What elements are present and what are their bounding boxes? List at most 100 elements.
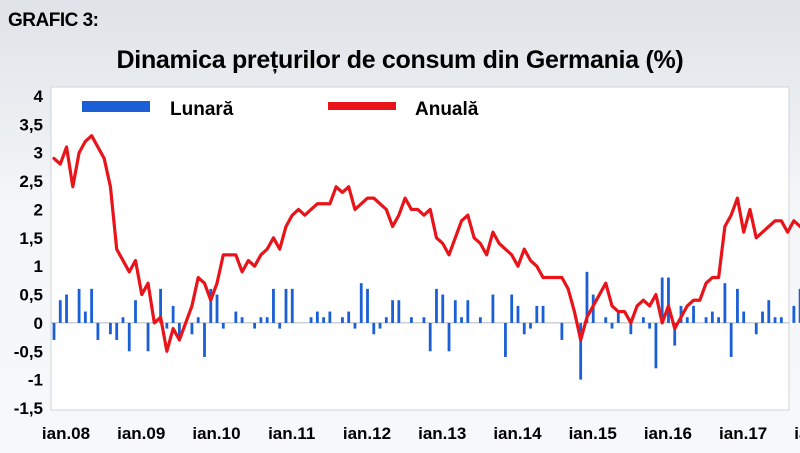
x-tick-label: ian.11 — [268, 424, 315, 443]
monthly-bar — [529, 322, 532, 329]
x-tick-label: ian.10 — [192, 424, 240, 443]
monthly-bar — [648, 322, 652, 329]
monthly-bar — [409, 317, 413, 323]
monthly-bar — [253, 322, 257, 329]
monthly-bar — [710, 311, 714, 323]
monthly-bar — [510, 294, 514, 323]
monthly-bar — [234, 311, 238, 323]
monthly-bar — [165, 322, 169, 329]
x-tick-label: ian.16 — [644, 424, 692, 443]
monthly-bar — [428, 322, 432, 352]
monthly-bar — [535, 305, 539, 323]
monthly-bar — [83, 311, 87, 323]
monthly-bar — [447, 322, 451, 352]
monthly-bar — [284, 288, 288, 323]
monthly-bar — [146, 322, 150, 352]
monthly-bar — [58, 300, 62, 323]
monthly-bar — [504, 322, 507, 357]
monthly-bar — [109, 322, 112, 335]
monthly-bar — [328, 311, 332, 323]
monthly-bar — [134, 300, 137, 323]
monthly-bar — [290, 288, 294, 323]
monthly-bar — [315, 311, 319, 323]
monthly-bar — [585, 271, 589, 323]
monthly-bar — [754, 322, 758, 335]
monthly-bar — [384, 317, 388, 323]
x-tick-label: ian.08 — [42, 424, 90, 443]
monthly-bar — [736, 288, 739, 323]
monthly-bar — [673, 322, 677, 346]
monthly-bar — [171, 305, 175, 323]
monthly-bar — [422, 317, 426, 323]
monthly-bar — [685, 317, 689, 323]
monthly-bar — [435, 288, 438, 323]
monthly-bar — [190, 322, 194, 335]
annual-line — [52, 134, 800, 353]
monthly-bar — [742, 311, 746, 323]
monthly-bar — [516, 305, 520, 323]
monthly-bar — [366, 288, 369, 323]
monthly-bar — [779, 317, 783, 323]
monthly-bar — [723, 283, 727, 323]
legend-label-monthly: Lunară — [170, 99, 234, 120]
x-tick-label: ian.13 — [418, 424, 466, 443]
monthly-bar — [341, 317, 344, 323]
monthly-bar — [353, 322, 357, 329]
monthly-bar — [221, 322, 225, 329]
monthly-bar — [322, 317, 326, 323]
monthly-bar — [52, 322, 56, 340]
monthly-bar — [629, 322, 633, 335]
legend-swatch-annual — [328, 102, 396, 110]
legend-label-annual: Anuală — [415, 99, 479, 120]
monthly-bar — [115, 322, 119, 340]
x-tick-label: ian.09 — [117, 424, 165, 443]
y-tick-label: 2,5 — [19, 172, 43, 191]
monthly-bar — [792, 305, 796, 323]
monthly-bar — [372, 322, 376, 335]
monthly-bar — [654, 322, 658, 369]
monthly-bar — [767, 300, 771, 323]
monthly-bar — [278, 322, 282, 329]
monthly-bar — [717, 317, 721, 323]
monthly-bar — [203, 322, 206, 357]
y-tick-label: 3,5 — [19, 115, 43, 134]
chart-title: Dinamica prețurilor de consum din German… — [116, 46, 684, 74]
monthly-bar — [391, 300, 394, 323]
monthly-bar — [272, 288, 275, 323]
monthly-bar — [610, 322, 614, 329]
y-tick-label: 4 — [34, 87, 44, 106]
monthly-bar — [127, 322, 131, 352]
monthly-bar — [460, 317, 463, 323]
monthly-bar — [729, 322, 733, 357]
monthly-bar — [121, 317, 125, 323]
y-tick-label: -1,5 — [14, 399, 43, 418]
monthly-bar — [240, 317, 244, 323]
monthly-bar — [215, 294, 219, 323]
x-tick-label: ian.12 — [343, 424, 391, 443]
monthly-bar — [692, 305, 695, 323]
monthly-bar — [347, 311, 351, 323]
monthly-bar — [178, 322, 181, 340]
y-tick-label: 0,5 — [19, 286, 43, 305]
x-tick-label: ian.17 — [719, 424, 767, 443]
monthly-bar — [77, 288, 81, 323]
y-tick-label: 1,5 — [19, 229, 43, 248]
monthly-bar — [378, 322, 382, 329]
monthly-bar — [259, 317, 263, 323]
monthly-bar — [604, 317, 608, 323]
monthly-bar — [397, 300, 401, 323]
y-tick-label: -1 — [28, 371, 43, 390]
y-tick-label: 3 — [34, 144, 43, 163]
monthly-bar — [196, 317, 200, 323]
monthly-bar — [478, 317, 482, 323]
y-tick-label: 1 — [34, 257, 43, 276]
monthly-bar — [761, 311, 764, 323]
y-tick-label: 2 — [34, 200, 43, 219]
monthly-bar — [773, 317, 777, 323]
y-tick-label: 0 — [34, 314, 43, 333]
legend-swatch-monthly — [82, 101, 150, 112]
monthly-bar — [309, 317, 313, 323]
monthly-bar — [641, 317, 645, 323]
x-tick-label: ian.14 — [493, 424, 542, 443]
